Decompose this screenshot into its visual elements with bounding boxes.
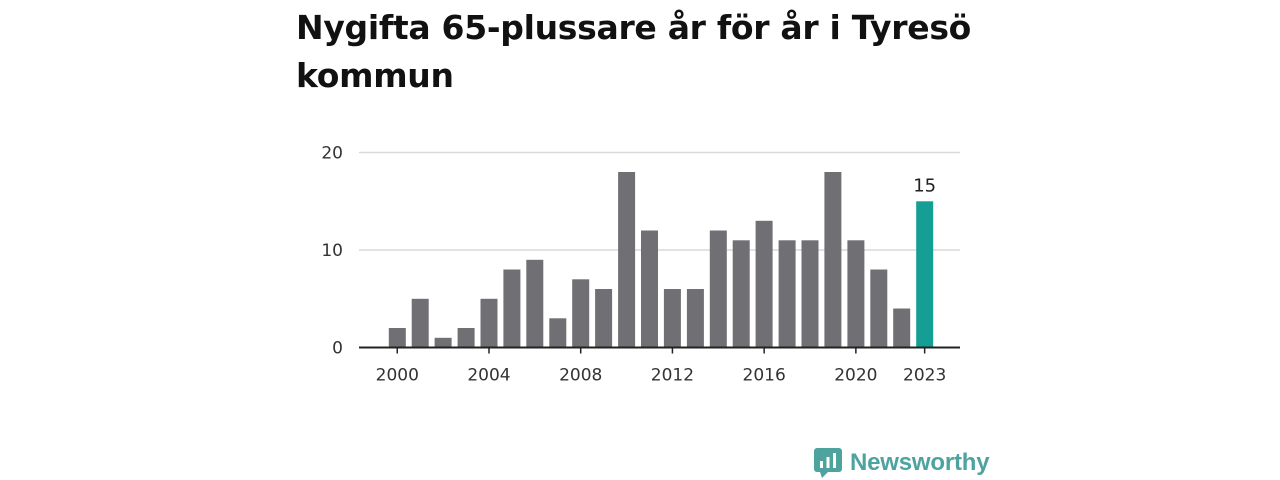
bar-2014 <box>709 230 727 348</box>
y-tick-label: 0 <box>332 339 343 359</box>
x-tick-label: 2020 <box>834 366 877 386</box>
bar-2019 <box>824 172 842 348</box>
data-label-2023: 15 <box>913 175 936 196</box>
bar-2008 <box>572 279 590 348</box>
bar-2013 <box>686 289 704 348</box>
bar-2004 <box>480 298 498 348</box>
bar-2009 <box>595 289 613 348</box>
bar-2002 <box>434 337 452 348</box>
bar-2003 <box>457 328 475 348</box>
bar-2007 <box>549 318 567 348</box>
x-tick-label: 2000 <box>376 366 419 386</box>
data-labels: 15 <box>913 175 936 196</box>
x-tick-label: 2012 <box>651 366 694 386</box>
bar-2015 <box>732 240 750 348</box>
chart-title: Nygifta 65-plussare år för år i Tyresö k… <box>296 8 972 95</box>
bar-2006 <box>526 259 544 348</box>
x-tick-label: 2004 <box>467 366 510 386</box>
x-tick-label: 2023 <box>903 366 946 386</box>
bar-2020 <box>847 240 865 348</box>
bar-2018 <box>801 240 819 348</box>
bar-2000 <box>388 328 406 348</box>
x-axis-ticks: 2000 2004 2008 2012 2016 2020 2023 <box>376 347 946 386</box>
y-tick-label: 10 <box>321 241 343 261</box>
bar-2012 <box>663 289 681 348</box>
brand-logo: Newsworthy <box>814 446 990 480</box>
bar-2011 <box>641 230 658 348</box>
bar-2001 <box>411 298 429 348</box>
brand-name: Newsworthy <box>850 449 990 476</box>
bar-chart-icon <box>814 448 842 478</box>
bars <box>359 172 960 349</box>
y-axis-ticks: 0 10 20 <box>321 144 343 359</box>
bar-chart: 0 10 20 2000 2004 2008 2012 2016 2020 2023 15 <box>321 144 960 386</box>
y-tick-label: 20 <box>321 144 343 164</box>
bar-2017 <box>778 240 796 348</box>
x-tick-label: 2008 <box>559 366 602 386</box>
bar-2016 <box>755 220 773 348</box>
gridlines <box>359 151 960 251</box>
x-tick-label: 2016 <box>743 366 786 386</box>
bar-2023 <box>916 201 934 348</box>
bar-2022 <box>893 308 911 348</box>
bar-2021 <box>870 269 888 348</box>
bar-2005 <box>503 269 521 348</box>
bar-2010 <box>618 172 636 348</box>
